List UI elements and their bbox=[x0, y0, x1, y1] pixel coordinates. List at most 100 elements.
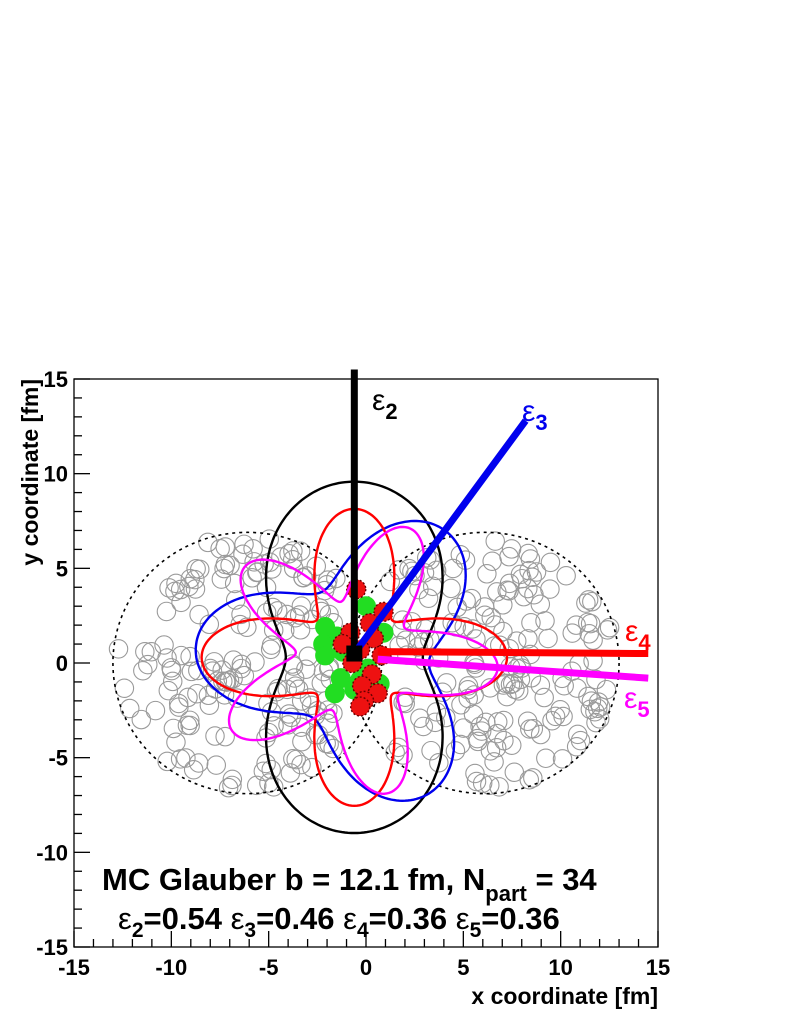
eccentricity-symbol: ε bbox=[372, 384, 385, 417]
spectator-nucleon bbox=[188, 753, 209, 773]
x-tick-label: 15 bbox=[646, 955, 670, 980]
event-title: MC Glauber b = 12.1 fm, Npart = 34 bbox=[102, 862, 597, 906]
spectator-nucleon bbox=[461, 588, 482, 609]
spectator-nucleon bbox=[597, 620, 618, 640]
spectator-nucleon bbox=[210, 538, 230, 559]
spectator-nucleon bbox=[243, 539, 263, 559]
spectator-nucleon bbox=[171, 592, 191, 613]
spectator-nucleon bbox=[530, 724, 551, 745]
spectator-nucleon bbox=[583, 630, 603, 650]
spectator-nucleon bbox=[158, 680, 179, 701]
spectator-nucleon bbox=[156, 601, 177, 622]
spectator-nucleon bbox=[443, 558, 463, 579]
eccentricity-label-3: ε3 bbox=[522, 395, 548, 435]
spectator-nucleon bbox=[131, 709, 152, 730]
spectator-nucleon bbox=[582, 591, 602, 612]
spectator-nucleon bbox=[222, 775, 242, 796]
spectator-nucleon bbox=[264, 716, 284, 736]
y-axis-label: y coordinate [fm] bbox=[17, 379, 43, 566]
spectator-nucleon bbox=[180, 710, 200, 731]
spectator-nucleon bbox=[256, 753, 276, 774]
spectator-nucleon bbox=[244, 552, 264, 572]
spectator-nucleon bbox=[259, 773, 279, 793]
spectator-nucleon bbox=[421, 740, 441, 761]
eccentricity-values: ε2=0.54 ε3=0.46 ε4=0.36 ε5=0.36 bbox=[118, 901, 560, 942]
spectator-nucleon bbox=[465, 763, 485, 784]
spectator-nucleon bbox=[566, 737, 587, 757]
spectator-nucleon bbox=[288, 679, 309, 699]
spectator-nucleon bbox=[497, 686, 517, 707]
spectator-nucleon bbox=[487, 723, 507, 744]
x-axis-label: x coordinate [fm] bbox=[471, 983, 658, 1009]
spectator-nucleon bbox=[499, 546, 519, 567]
spectator-nucleon bbox=[291, 691, 312, 711]
spectator-nucleon bbox=[493, 710, 514, 731]
spectator-nucleon bbox=[487, 712, 508, 732]
spectator-nucleon bbox=[493, 595, 513, 615]
spectator-nucleon bbox=[277, 679, 298, 700]
spectator-nucleon bbox=[540, 579, 560, 599]
spectator-nucleon bbox=[395, 687, 415, 708]
spectator-nucleon bbox=[234, 665, 255, 686]
eccentricity-symbol: ε bbox=[522, 395, 535, 428]
spectator-nucleon bbox=[185, 579, 206, 599]
spectator-nucleon bbox=[114, 678, 135, 698]
spectator-nucleon bbox=[474, 597, 495, 617]
eccentricity-index: 4 bbox=[638, 630, 651, 655]
spectator-nucleon bbox=[205, 726, 225, 746]
spectator-nucleon bbox=[517, 711, 538, 732]
eccentricity-line-3 bbox=[351, 418, 529, 656]
spectator-nucleon bbox=[258, 722, 279, 743]
eccentricity-line-4 bbox=[377, 648, 649, 658]
x-tick-label: 10 bbox=[548, 955, 572, 980]
y-tick-label: 15 bbox=[44, 367, 68, 392]
spectator-nucleon bbox=[233, 544, 253, 565]
spectator-nucleon bbox=[261, 635, 282, 655]
spectator-nucleon bbox=[538, 628, 558, 649]
spectator-nucleon bbox=[426, 560, 447, 581]
spectator-nucleon bbox=[133, 660, 153, 681]
spectator-nucleon bbox=[454, 617, 474, 637]
spectator-nucleon bbox=[166, 732, 186, 752]
spectator-nucleon bbox=[436, 673, 457, 693]
spectator-nucleon bbox=[471, 721, 492, 741]
spectator-nucleon bbox=[481, 607, 502, 628]
spectator-nucleon bbox=[290, 541, 311, 562]
eccentricity-index: 5 bbox=[637, 697, 649, 722]
spectator-nucleon bbox=[425, 712, 445, 733]
spectator-nucleon bbox=[224, 573, 245, 594]
spectator-nucleon bbox=[145, 700, 166, 721]
eccentricity-label-5: ε5 bbox=[624, 682, 650, 722]
spectator-nucleon bbox=[422, 576, 443, 597]
spectator-nucleon bbox=[429, 752, 449, 773]
spectator-nucleon bbox=[536, 748, 556, 769]
spectator-nucleon bbox=[161, 658, 181, 678]
spectator-nucleon bbox=[311, 673, 332, 693]
spectator-nucleon bbox=[577, 612, 598, 633]
spectator-nucleon bbox=[408, 637, 428, 657]
spectator-nucleon bbox=[389, 560, 409, 580]
spectator-nucleon bbox=[540, 552, 561, 573]
participant-nucleon-green bbox=[356, 596, 376, 617]
harmonic-shape-curves bbox=[194, 480, 509, 835]
spectator-nucleon bbox=[493, 621, 513, 642]
x-tick-label: -10 bbox=[155, 955, 187, 980]
spectator-nucleon bbox=[162, 671, 183, 692]
eccentricity-symbol: ε bbox=[625, 615, 638, 648]
spectator-nucleon bbox=[545, 706, 566, 727]
spectator-nucleon bbox=[472, 773, 493, 794]
eccentricity-symbol: ε bbox=[624, 682, 637, 715]
spectator-nucleon bbox=[586, 712, 606, 733]
spectator-nucleon bbox=[247, 775, 267, 796]
spectator-nucleon bbox=[206, 755, 227, 775]
spectator-nucleon bbox=[190, 559, 210, 580]
spectator-nucleon bbox=[445, 741, 466, 761]
spectator-nucleon bbox=[553, 706, 573, 727]
harmonic-curve-n4 bbox=[200, 507, 509, 808]
spectator-nucleon bbox=[436, 707, 456, 728]
spectator-nucleon bbox=[521, 613, 541, 633]
spectator-nucleon bbox=[138, 654, 158, 675]
eccentricity-direction-lines bbox=[346, 369, 649, 682]
spectator-nucleon bbox=[417, 547, 437, 568]
